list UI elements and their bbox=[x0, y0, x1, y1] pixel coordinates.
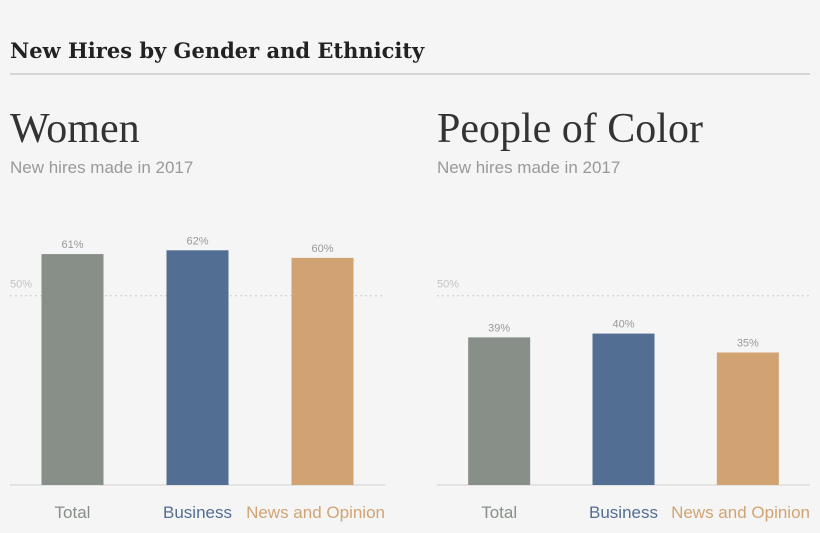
page-title: New Hires by Gender and Ethnicity bbox=[10, 38, 425, 63]
bar bbox=[716, 352, 779, 485]
value-label: 35% bbox=[737, 338, 759, 350]
value-label: 39% bbox=[488, 322, 510, 334]
x-tick-label: Total bbox=[55, 503, 91, 522]
value-label: 40% bbox=[612, 319, 634, 331]
x-tick-label: News and Opinion bbox=[246, 503, 385, 522]
value-label: 61% bbox=[61, 239, 83, 251]
x-tick-label: Total bbox=[481, 503, 517, 522]
bar bbox=[468, 337, 531, 485]
chart-subtitle: New hires made in 2017 bbox=[10, 158, 193, 177]
x-tick-label: Business bbox=[163, 503, 232, 522]
bar bbox=[41, 254, 104, 485]
bar bbox=[291, 257, 354, 485]
y-tick-label: 50% bbox=[437, 279, 459, 291]
value-label: 62% bbox=[186, 235, 208, 247]
x-tick-label: Business bbox=[589, 503, 658, 522]
y-tick-label: 50% bbox=[10, 279, 32, 291]
chart-title: People of Color bbox=[437, 106, 703, 152]
bar bbox=[166, 250, 229, 485]
bar bbox=[592, 333, 655, 485]
chart-subtitle: New hires made in 2017 bbox=[437, 158, 620, 177]
value-label: 60% bbox=[311, 243, 333, 255]
chart-title: Women bbox=[10, 106, 140, 152]
x-tick-label: News and Opinion bbox=[671, 503, 810, 522]
